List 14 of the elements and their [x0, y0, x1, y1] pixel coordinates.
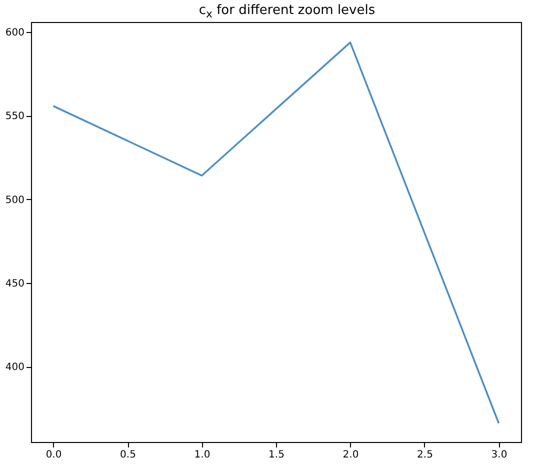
y-tick-label: 600: [5, 28, 24, 39]
x-tick-label: 1.0: [194, 450, 210, 460]
x-tick-label: 2.0: [342, 450, 359, 460]
line-series: [52, 42, 500, 424]
x-tick-label: 0.0: [46, 450, 62, 460]
x-tick-label: 2.5: [417, 450, 433, 460]
x-tick-label: 3.0: [491, 450, 508, 460]
chart-title: c$_{x}$ for different zoom levels: [198, 2, 376, 21]
y-tick-label: 450: [5, 278, 24, 290]
x-tick-label: 0.5: [120, 450, 136, 460]
y-tick-label: 500: [5, 194, 24, 206]
x-tick-label: 1.5: [268, 450, 284, 460]
y-tick-label: 400: [5, 362, 24, 374]
y-tick-label: 550: [5, 111, 24, 122]
